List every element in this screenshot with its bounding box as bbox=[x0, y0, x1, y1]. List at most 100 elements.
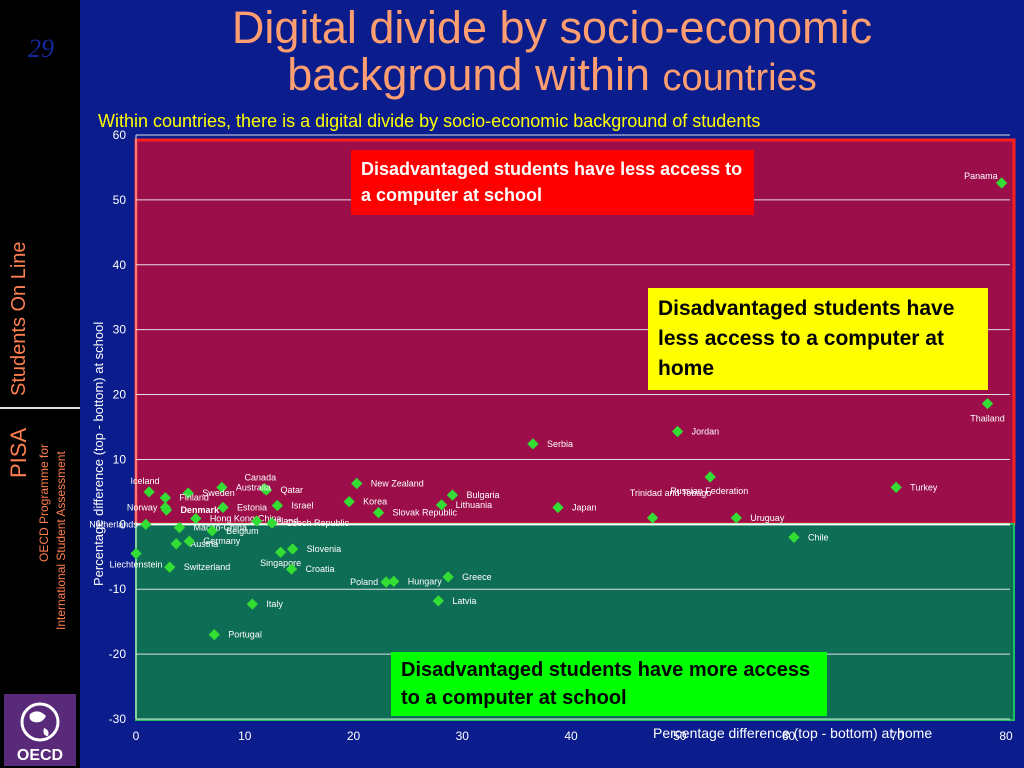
data-point bbox=[260, 484, 273, 496]
point-label: Panama bbox=[964, 171, 998, 181]
data-point bbox=[159, 492, 172, 504]
slide-number: 29 bbox=[28, 34, 54, 63]
data-point bbox=[671, 425, 684, 438]
y-tick-label: -10 bbox=[109, 582, 127, 596]
data-point bbox=[274, 546, 287, 558]
callout-more-access-school: Disadvantaged students have more access … bbox=[391, 652, 827, 716]
point-label: Norway bbox=[127, 502, 158, 512]
oecd-logo: OECD bbox=[4, 694, 76, 766]
page-title: Digital divide by socio-economic backgro… bbox=[80, 4, 1024, 102]
y-tick-label: 0 bbox=[119, 517, 126, 531]
callout-less-access-school: Disadvantaged students have less access … bbox=[351, 150, 754, 215]
data-point bbox=[164, 561, 176, 573]
tick-labels: -30 -20 -10 0 10 20 30 40 50 60 0 10 20 30 40 50 60 70 80 bbox=[109, 128, 1013, 743]
data-point bbox=[143, 486, 155, 498]
point-label: Belgium bbox=[226, 526, 259, 536]
y-tick-label: -30 bbox=[109, 712, 127, 726]
divider bbox=[0, 407, 80, 409]
point-label: Netherlands bbox=[89, 519, 138, 529]
data-point bbox=[432, 595, 444, 607]
data-point bbox=[552, 501, 564, 514]
data-point bbox=[183, 535, 195, 547]
title-line-2-main: background within bbox=[287, 49, 650, 100]
data-point bbox=[140, 518, 152, 530]
y-tick-label: 60 bbox=[113, 128, 127, 142]
x-tick-label: 70 bbox=[891, 729, 905, 743]
y-axis-label: Percentage difference (top - bottom) at … bbox=[91, 322, 106, 586]
y-tick-label: -20 bbox=[109, 647, 127, 661]
data-point bbox=[380, 576, 392, 588]
x-axis-label: Percentage difference (top - bottom) at … bbox=[653, 725, 932, 741]
point-label: Croatia bbox=[306, 564, 335, 574]
data-point bbox=[190, 512, 202, 525]
y-tick-label: 30 bbox=[113, 323, 127, 337]
point-label: Uruguay bbox=[750, 513, 785, 523]
data-point bbox=[173, 521, 186, 534]
title-line-2: background within countries bbox=[80, 51, 1024, 102]
point-label: Austria bbox=[190, 539, 218, 549]
x-tick-label: 80 bbox=[999, 729, 1013, 743]
point-label: Sweden bbox=[202, 488, 235, 498]
point-label: Slovenia bbox=[307, 544, 342, 554]
data-point bbox=[206, 525, 218, 537]
x-tick-label: 60 bbox=[782, 729, 796, 743]
point-label: Finland bbox=[179, 493, 209, 503]
data-point bbox=[208, 628, 220, 641]
point-label: Jordan bbox=[692, 427, 720, 437]
x-tick-label: 30 bbox=[456, 729, 470, 743]
data-point bbox=[372, 506, 385, 519]
point-label: Estonia bbox=[237, 502, 267, 512]
point-label: Macao-China bbox=[194, 523, 248, 533]
data-point bbox=[251, 515, 263, 527]
data-point bbox=[730, 512, 742, 524]
data-point bbox=[217, 501, 229, 514]
point-label: Ireland bbox=[271, 516, 299, 526]
data-point bbox=[286, 543, 299, 555]
point-label: Liechtenstein bbox=[109, 560, 162, 570]
point-label: Israel bbox=[291, 501, 313, 511]
point-label: Japan bbox=[572, 502, 597, 512]
point-label: Thailand bbox=[970, 414, 1005, 424]
data-point bbox=[285, 563, 298, 575]
point-label: Korea bbox=[363, 497, 387, 507]
data-point bbox=[435, 499, 448, 511]
data-point bbox=[646, 512, 659, 524]
point-label: Greece bbox=[462, 572, 492, 582]
point-label: Trinidad and Tobago bbox=[630, 488, 712, 498]
x-tick-label: 40 bbox=[564, 729, 578, 743]
y-tick-label: 20 bbox=[113, 388, 127, 402]
point-label: Switzerland bbox=[184, 562, 231, 572]
point-label: Slovak Republic bbox=[393, 508, 458, 518]
data-point bbox=[981, 397, 994, 410]
point-label: Singapore bbox=[260, 558, 301, 568]
data-points: Panama Thailand Jordan Serbia Russian Federa… bbox=[89, 171, 1008, 641]
data-point bbox=[442, 571, 454, 583]
x-tick-label: 0 bbox=[133, 729, 140, 743]
point-label: Canada bbox=[245, 473, 277, 483]
data-point bbox=[266, 517, 278, 529]
data-point bbox=[343, 495, 355, 508]
y-tick-label: 10 bbox=[113, 452, 127, 466]
point-label: Italy bbox=[266, 599, 283, 609]
point-label: Denmark bbox=[180, 505, 220, 515]
data-point bbox=[704, 471, 716, 483]
point-label: Chile bbox=[808, 532, 829, 542]
y-tick-label: 40 bbox=[113, 258, 127, 272]
point-label: Bulgaria bbox=[466, 490, 499, 500]
point-label: Portugal bbox=[228, 630, 262, 640]
data-point bbox=[446, 489, 459, 501]
point-label: New Zealand bbox=[371, 478, 424, 488]
point-label: Latvia bbox=[452, 596, 476, 606]
subtitle: Within countries, there is a digital div… bbox=[98, 111, 761, 131]
data-point bbox=[995, 177, 1008, 189]
title-line-2-small: countries bbox=[662, 57, 817, 99]
point-label: Hong Kong-China bbox=[210, 513, 282, 523]
data-point bbox=[388, 575, 400, 588]
point-label: Qatar bbox=[281, 485, 304, 495]
point-label: Serbia bbox=[547, 439, 573, 449]
point-label: Turkey bbox=[910, 482, 938, 492]
data-point bbox=[159, 501, 172, 514]
point-label: Australia bbox=[236, 482, 271, 492]
point-label: Poland bbox=[350, 577, 378, 587]
point-label: Germany bbox=[203, 536, 241, 546]
